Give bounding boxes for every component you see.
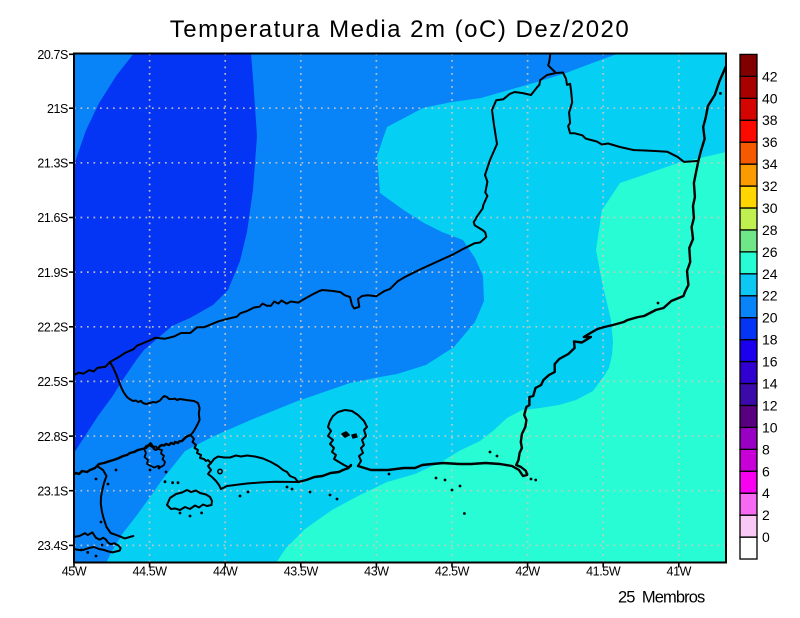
svg-text:30: 30 bbox=[762, 200, 778, 216]
svg-text:22.5S: 22.5S bbox=[37, 375, 68, 389]
svg-text:41W: 41W bbox=[667, 565, 692, 579]
svg-text:41.5W: 41.5W bbox=[586, 565, 621, 579]
svg-text:21.3S: 21.3S bbox=[37, 157, 68, 171]
svg-text:42: 42 bbox=[762, 68, 778, 84]
svg-text:18: 18 bbox=[762, 332, 778, 348]
svg-text:12: 12 bbox=[762, 397, 778, 413]
svg-text:20.7S: 20.7S bbox=[37, 48, 68, 62]
svg-text:38: 38 bbox=[762, 112, 778, 128]
svg-text:45W: 45W bbox=[62, 565, 87, 579]
svg-text:40: 40 bbox=[762, 90, 778, 106]
svg-text:14: 14 bbox=[762, 376, 778, 392]
svg-text:21S: 21S bbox=[47, 102, 68, 116]
svg-text:4: 4 bbox=[762, 485, 770, 501]
svg-text:6: 6 bbox=[762, 463, 770, 479]
svg-text:44W: 44W bbox=[213, 565, 238, 579]
svg-text:22: 22 bbox=[762, 288, 778, 304]
svg-text:32: 32 bbox=[762, 178, 778, 194]
svg-text:22.8S: 22.8S bbox=[37, 430, 68, 444]
svg-text:43.5W: 43.5W bbox=[284, 565, 319, 579]
svg-text:25 Membros: 25 Membros bbox=[618, 589, 705, 607]
svg-text:36: 36 bbox=[762, 134, 778, 150]
svg-text:24: 24 bbox=[762, 266, 778, 282]
svg-text:42.5W: 42.5W bbox=[435, 565, 470, 579]
svg-text:20: 20 bbox=[762, 310, 778, 326]
svg-text:21.9S: 21.9S bbox=[37, 266, 68, 280]
svg-text:43W: 43W bbox=[364, 565, 389, 579]
svg-text:34: 34 bbox=[762, 156, 778, 172]
svg-text:22.2S: 22.2S bbox=[37, 321, 68, 335]
svg-text:16: 16 bbox=[762, 354, 778, 370]
svg-text:Temperatura Media 2m (oC) Dez/: Temperatura Media 2m (oC) Dez/2020 bbox=[170, 16, 631, 43]
svg-text:10: 10 bbox=[762, 419, 778, 435]
svg-text:8: 8 bbox=[762, 441, 770, 457]
svg-text:44.5W: 44.5W bbox=[133, 565, 168, 579]
svg-text:21.6S: 21.6S bbox=[37, 211, 68, 225]
svg-text:42W: 42W bbox=[515, 565, 540, 579]
svg-text:23.1S: 23.1S bbox=[37, 484, 68, 498]
svg-text:26: 26 bbox=[762, 244, 778, 260]
svg-text:28: 28 bbox=[762, 222, 778, 238]
svg-text:23.4S: 23.4S bbox=[37, 539, 68, 553]
svg-text:0: 0 bbox=[762, 529, 770, 545]
svg-text:2: 2 bbox=[762, 507, 770, 523]
